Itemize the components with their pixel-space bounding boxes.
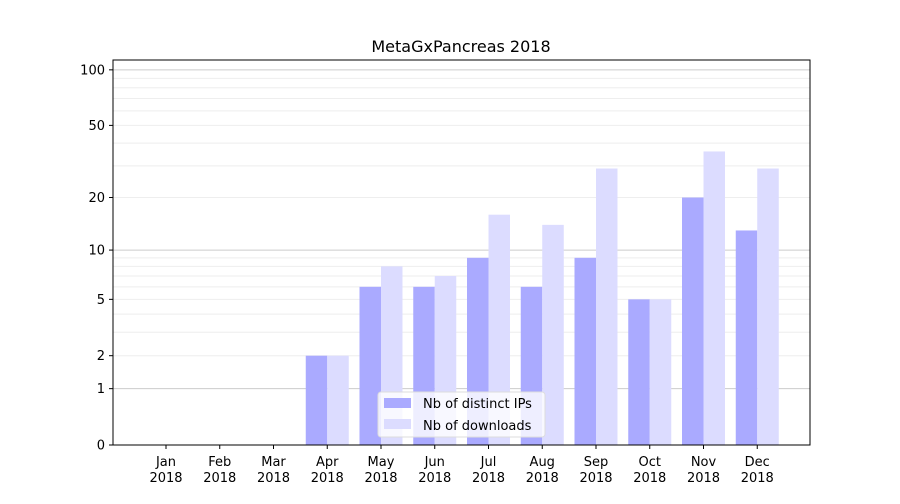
y-tick-label: 0 bbox=[97, 439, 105, 454]
legend-swatch-downloads bbox=[384, 419, 411, 429]
y-tick-label: 100 bbox=[80, 63, 105, 78]
y-tick-label: 2 bbox=[97, 349, 105, 364]
x-tick-label: Jan 2018 bbox=[149, 455, 182, 486]
bar-downloads bbox=[757, 168, 779, 445]
legend-swatch-distinct-ips bbox=[384, 398, 411, 408]
bar-distinct-ips bbox=[359, 286, 381, 445]
legend: Nb of distinct IPs Nb of downloads bbox=[377, 391, 546, 438]
legend-box bbox=[377, 391, 546, 438]
axes-frame bbox=[112, 59, 811, 446]
grid-lines bbox=[113, 69, 810, 390]
x-tick-label: Feb 2018 bbox=[203, 455, 236, 486]
x-tick-label: Apr 2018 bbox=[311, 455, 344, 486]
x-tick-label: Jun 2018 bbox=[418, 455, 451, 486]
legend-label-distinct-ips: Nb of distinct IPs bbox=[423, 397, 532, 412]
x-tick-label: Nov 2018 bbox=[687, 455, 720, 486]
x-tick-label: Sep 2018 bbox=[579, 455, 612, 486]
x-axis: Jan 2018 Feb 2018 Mar 2018 Apr 2018 May 2018 Jun 20… bbox=[149, 445, 774, 486]
chart-title: MetaGxPancreas 2018 bbox=[371, 37, 550, 56]
bar-downloads bbox=[703, 151, 725, 446]
y-tick-label: 5 bbox=[97, 293, 105, 308]
x-tick-label: Aug 2018 bbox=[526, 455, 559, 486]
y-axis: 0 1 2 5 10 20 50 100 bbox=[80, 63, 113, 454]
bar-distinct-ips bbox=[574, 257, 596, 445]
x-tick-label: Jul 2018 bbox=[472, 455, 505, 486]
bar-downloads bbox=[596, 168, 618, 445]
legend-label-downloads: Nb of downloads bbox=[423, 419, 532, 434]
x-tick-label: May 2018 bbox=[364, 455, 397, 486]
y-tick-label: 20 bbox=[88, 191, 105, 206]
bar-downloads bbox=[542, 224, 564, 445]
bar-distinct-ips bbox=[628, 299, 650, 445]
bar-distinct-ips bbox=[735, 230, 758, 445]
y-tick-label: 1 bbox=[97, 382, 105, 397]
y-tick-label: 10 bbox=[88, 244, 105, 259]
x-tick-label: Mar 2018 bbox=[257, 455, 290, 486]
bar-downloads bbox=[488, 214, 510, 445]
x-tick-label: Dec 2018 bbox=[741, 455, 774, 486]
bar-downloads bbox=[649, 299, 672, 445]
y-tick-label: 50 bbox=[88, 119, 105, 134]
x-tick-label: Oct 2018 bbox=[633, 455, 666, 486]
bar-downloads bbox=[327, 355, 349, 445]
bar-distinct-ips bbox=[305, 355, 328, 445]
bar-distinct-ips bbox=[682, 197, 704, 445]
